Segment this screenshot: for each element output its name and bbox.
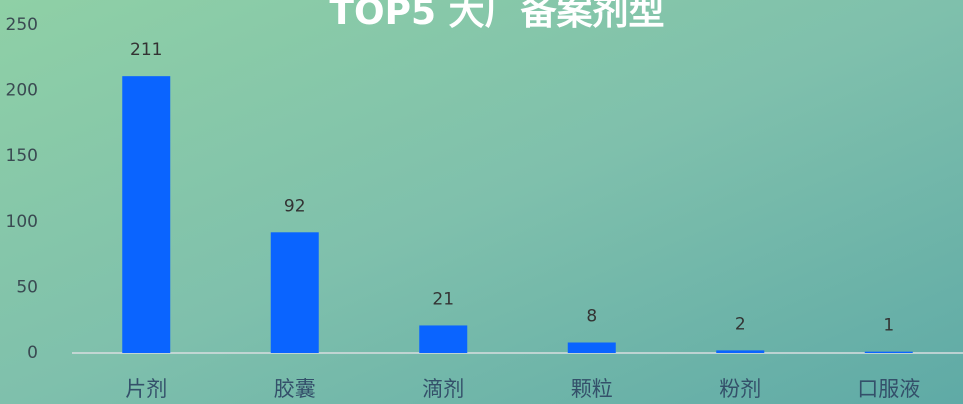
value-label: 2 bbox=[735, 314, 746, 334]
value-label: 211 bbox=[130, 40, 162, 60]
bar bbox=[270, 232, 319, 353]
value-label: 1 bbox=[883, 316, 894, 336]
chart-title: TOP5 大厂备案剂型 bbox=[329, 0, 664, 33]
bar bbox=[122, 76, 171, 353]
value-label: 8 bbox=[586, 307, 597, 327]
bar bbox=[567, 342, 616, 353]
bar bbox=[419, 325, 468, 353]
bar bbox=[716, 350, 765, 353]
y-tick-label: 50 bbox=[16, 277, 38, 297]
x-tick-label: 颗粒 bbox=[571, 377, 613, 401]
bar bbox=[864, 351, 913, 353]
x-tick-label: 粉剂 bbox=[719, 377, 761, 401]
x-tick-label: 滴剂 bbox=[422, 377, 464, 401]
value-label: 92 bbox=[284, 196, 306, 216]
y-tick-label: 150 bbox=[6, 146, 38, 166]
y-tick-label: 100 bbox=[6, 212, 38, 232]
y-tick-label: 0 bbox=[27, 343, 38, 363]
y-tick-label: 200 bbox=[6, 81, 38, 101]
value-label: 21 bbox=[432, 289, 454, 309]
y-tick-label: 250 bbox=[6, 15, 38, 35]
x-tick-label: 胶囊 bbox=[274, 377, 316, 401]
x-tick-label: 口服液 bbox=[857, 377, 920, 401]
x-tick-label: 片剂 bbox=[125, 377, 167, 401]
